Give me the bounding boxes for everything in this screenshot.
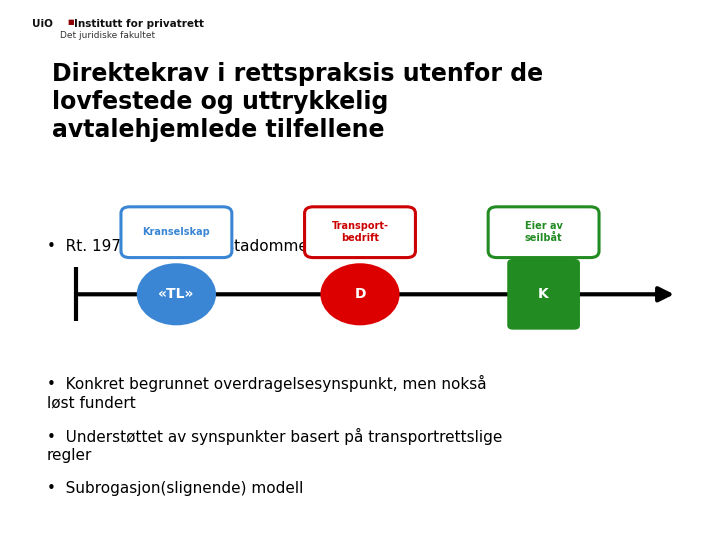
Text: Direktekrav i rettspraksis utenfor de
lovfestede og uttrykkelig
avtalehjemlede t: Direktekrav i rettspraksis utenfor de lo… — [52, 62, 543, 141]
FancyBboxPatch shape — [305, 207, 415, 258]
Text: Kranselskap: Kranselskap — [143, 227, 210, 237]
Ellipse shape — [137, 263, 216, 325]
Text: Institutt for privatrett: Institutt for privatrett — [74, 19, 204, 29]
Ellipse shape — [320, 263, 400, 325]
Text: Eier av
seilbåt: Eier av seilbåt — [525, 221, 562, 243]
Text: «TL»: «TL» — [158, 287, 194, 301]
FancyBboxPatch shape — [488, 207, 599, 258]
Text: K: K — [539, 287, 549, 301]
Text: Transport-
bedrift: Transport- bedrift — [331, 221, 389, 243]
Text: ■: ■ — [67, 19, 73, 25]
Text: •  Rt. 1976 s. 1117 (Siestadommen): • Rt. 1976 s. 1117 (Siestadommen) — [47, 239, 323, 254]
Text: •  Subrogasjon(slignende) modell: • Subrogasjon(slignende) modell — [47, 481, 303, 496]
Text: D: D — [354, 287, 366, 301]
Text: Det juridiske fakultet: Det juridiske fakultet — [60, 31, 155, 40]
Text: •  Understøttet av synspunkter basert på transportrettslige
regler: • Understøttet av synspunkter basert på … — [47, 428, 502, 463]
Text: •  Konkret begrunnet overdragelsesynspunkt, men nokså
løst fundert: • Konkret begrunnet overdragelsesynspunk… — [47, 375, 487, 410]
FancyBboxPatch shape — [121, 207, 232, 258]
Text: UiO: UiO — [32, 19, 53, 29]
FancyBboxPatch shape — [507, 259, 580, 329]
